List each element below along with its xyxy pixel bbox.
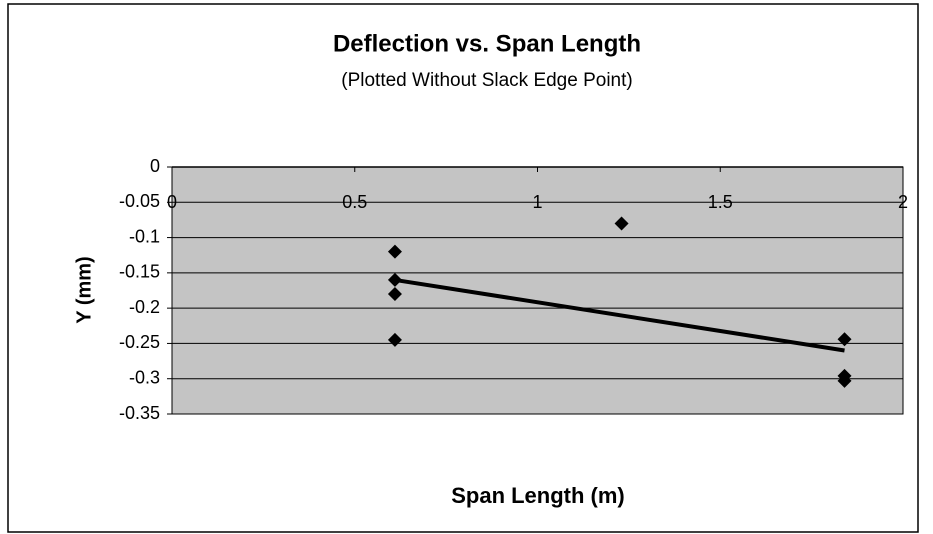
data-point (387, 244, 402, 259)
chart-title: Deflection vs. Span Length (333, 30, 641, 57)
y-tick-label: -0.35 (119, 403, 160, 423)
y-axis-label: Y (mm) (73, 256, 95, 323)
chart-subtitle: (Plotted Without Slack Edge Point) (341, 70, 632, 91)
y-tick-label: -0.15 (119, 262, 160, 282)
y-tick-label: -0.3 (129, 367, 160, 387)
x-tick-label: 1.5 (708, 192, 733, 212)
x-axis-label: Span Length (m) (451, 483, 625, 508)
data-point (387, 332, 402, 347)
y-tick-label: -0.2 (129, 297, 160, 317)
y-tick-label: -0.05 (119, 191, 160, 211)
data-point (614, 216, 629, 231)
x-tick-label: 2 (898, 192, 908, 212)
data-point (837, 332, 852, 347)
data-point (387, 287, 402, 302)
y-tick-label: 0 (150, 156, 160, 176)
x-tick-label: 1 (532, 192, 542, 212)
x-tick-label: 0.5 (342, 192, 367, 212)
y-tick-label: -0.1 (129, 226, 160, 246)
x-tick-label: 0 (167, 192, 177, 212)
trend-line (394, 277, 845, 353)
plot-area (171, 166, 904, 415)
y-tick-label: -0.25 (119, 332, 160, 352)
data-point (837, 373, 852, 388)
